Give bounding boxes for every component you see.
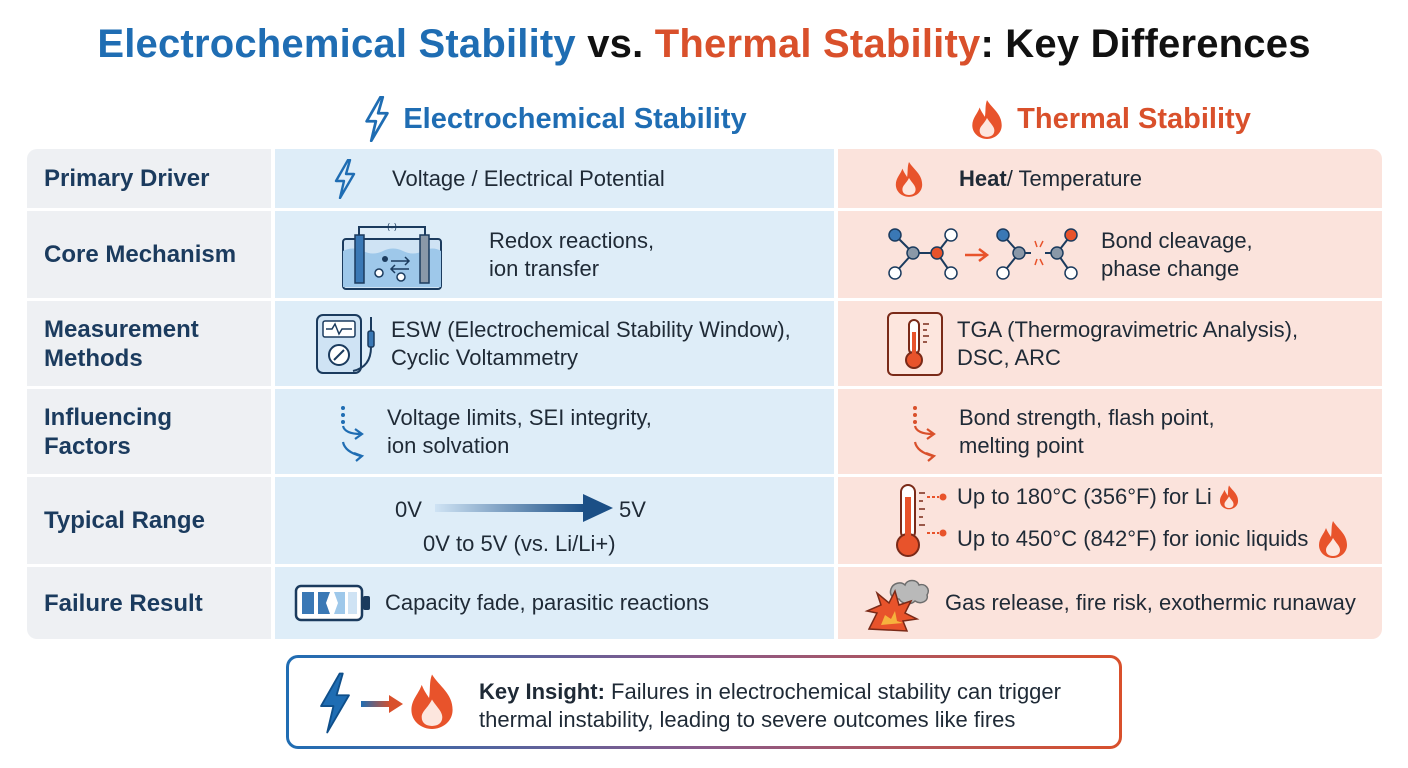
flame-icon xyxy=(407,670,457,732)
row-divider xyxy=(27,474,1382,477)
ec-failure-result: Capacity fade, parasitic reactions xyxy=(293,567,709,639)
branching-arrows-icon xyxy=(341,405,365,462)
key-insight-box: Key Insight: Failures in electrochemical… xyxy=(286,655,1122,749)
row-label-influencing-factors: Influencing Factors xyxy=(44,403,172,460)
th-primary-driver-text: / Temperature xyxy=(1006,165,1143,191)
explosion-smoke-icon xyxy=(864,579,930,632)
ec-core-mechanism-text: Redox reactions, ion transfer xyxy=(489,227,655,281)
th-typical-range-lines: Up to 180°C (356°F) for Li Up to 450°C (… xyxy=(957,483,1350,559)
column-header-electrochemical-label: Electrochemical Stability xyxy=(403,102,747,135)
thermal-column-background xyxy=(838,149,1382,639)
row-label-core-mechanism: Core Mechanism xyxy=(44,241,237,268)
row-label-primary-driver: Primary Driver xyxy=(44,165,210,192)
title-electrochemical: Electrochemical Stability xyxy=(97,22,576,66)
th-range-line-2-text: Up to 450°C (842°F) for ionic liquids xyxy=(957,525,1309,551)
th-influencing-factors-text: Bond strength, flash point, melting poin… xyxy=(959,404,1215,458)
range-arrow-icon xyxy=(435,494,613,522)
title-vs: vs. xyxy=(587,22,644,66)
row-divider xyxy=(27,208,1382,211)
flame-icon xyxy=(1316,519,1350,559)
ec-primary-driver: Voltage / Electrical Potential xyxy=(332,149,665,208)
row-divider xyxy=(27,386,1382,389)
th-range-line-1: Up to 180°C (356°F) for Li xyxy=(957,483,1350,511)
th-failure-result-text: Gas release, fire risk, exothermic runaw… xyxy=(945,590,1356,615)
electrochemical-column-background xyxy=(275,149,834,639)
branching-arrows-icon xyxy=(913,405,937,462)
ec-core-mechanism: (-) Redox reactions, ion transfer xyxy=(339,211,654,298)
key-insight-body: Failures in electrochemical stability ca… xyxy=(479,679,1061,732)
broken-battery-icon xyxy=(294,584,370,622)
ec-measurement-methods-text: ESW (Electrochemical Stability Window), … xyxy=(391,316,791,370)
row-divider xyxy=(27,298,1382,301)
th-measurement-methods: TGA (Thermogravimetric Analysis), DSC, A… xyxy=(885,301,1298,386)
key-insight-text: Key Insight: Failures in electrochemical… xyxy=(479,678,1099,734)
title-thermal: Thermal Stability xyxy=(654,22,981,66)
lightning-bolt-icon xyxy=(315,672,355,734)
label-column-background xyxy=(27,149,271,639)
th-measurement-methods-text: TGA (Thermogravimetric Analysis), DSC, A… xyxy=(957,316,1299,370)
row-divider xyxy=(27,564,1382,567)
thermometer-panel-icon xyxy=(887,311,943,376)
lightning-bolt-icon xyxy=(363,96,391,142)
thermometer-icon xyxy=(896,483,947,557)
th-range-line-2: Up to 450°C (842°F) for ionic liquids xyxy=(957,519,1350,559)
arrow-right-icon xyxy=(361,695,403,713)
flame-icon xyxy=(969,98,1005,140)
range-start-label: 0V xyxy=(395,497,422,522)
key-insight-inner: Key Insight: Failures in electrochemical… xyxy=(289,658,1119,746)
ec-typical-range: 0V 5V 0V to 5V (vs. Li/Li+) xyxy=(275,477,834,564)
column-header-thermal: Thermal Stability xyxy=(838,94,1382,144)
lightning-bolt-icon xyxy=(332,159,358,199)
ec-typical-range-text: 0V to 5V (vs. Li/Li+) xyxy=(423,531,616,556)
svg-text:(-): (-) xyxy=(387,223,397,233)
th-influencing-factors: Bond strength, flash point, melting poin… xyxy=(907,389,1215,474)
th-failure-result: Gas release, fire risk, exothermic runaw… xyxy=(863,567,1356,639)
electrolysis-cell-icon: (-) xyxy=(342,223,442,290)
key-insight-label: Key Insight: xyxy=(479,679,605,704)
flame-icon xyxy=(893,160,925,198)
ec-failure-result-text: Capacity fade, parasitic reactions xyxy=(385,590,710,615)
ec-measurement-methods: ESW (Electrochemical Stability Window), … xyxy=(313,301,791,386)
th-primary-driver-bold: Heat xyxy=(959,165,1007,191)
th-core-mechanism-text: Bond cleavage, phase change xyxy=(1101,227,1253,281)
ec-influencing-factors: Voltage limits, SEI integrity, ion solva… xyxy=(335,389,652,474)
ec-influencing-factors-text: Voltage limits, SEI integrity, ion solva… xyxy=(387,404,652,458)
column-header-electrochemical: Electrochemical Stability xyxy=(276,94,834,144)
th-typical-range: Up to 180°C (356°F) for Li Up to 450°C (… xyxy=(889,477,1350,564)
column-header-thermal-label: Thermal Stability xyxy=(1017,102,1251,135)
bond-cleavage-icon xyxy=(888,227,1078,280)
th-core-mechanism: Bond cleavage, phase change xyxy=(885,211,1253,298)
th-range-line-1-text: Up to 180°C (356°F) for Li xyxy=(957,483,1212,509)
row-label-measurement-methods: Measurement Methods xyxy=(44,315,199,372)
title-suffix: : Key Differences xyxy=(980,22,1311,66)
row-label-typical-range: Typical Range xyxy=(44,507,205,534)
th-primary-driver: Heat / Temperature xyxy=(893,149,1142,208)
ec-primary-driver-text: Voltage / Electrical Potential xyxy=(392,165,665,191)
page-title: Electrochemical Stability vs. Thermal St… xyxy=(0,22,1408,67)
multimeter-icon xyxy=(316,313,375,374)
comparison-table: Primary Driver Voltage / Electrical Pote… xyxy=(27,149,1382,639)
flame-icon xyxy=(1218,484,1240,510)
range-end-label: 5V xyxy=(619,497,646,522)
row-label-failure-result: Failure Result xyxy=(44,589,203,617)
